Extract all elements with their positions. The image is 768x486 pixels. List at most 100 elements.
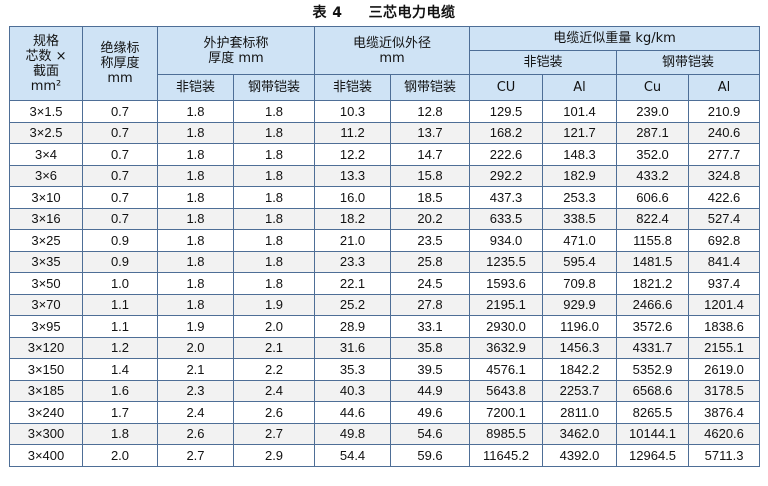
cell-weight-st-cu: 4331.7 — [616, 336, 690, 359]
cell-spec: 3×150 — [9, 358, 83, 381]
table-row: 3×300 1.8 2.6 2.7 49.8 54.6 8985.5 3462.0 10144.… — [9, 422, 761, 445]
cell-spec: 3×50 — [9, 272, 83, 295]
cell-od-unarmored: 18.2 — [314, 207, 392, 230]
cell-sheath-unarmored: 2.4 — [157, 401, 234, 424]
cell-sheath-steel-tape: 1.8 — [232, 100, 316, 123]
cell-od-unarmored: 35.3 — [314, 358, 392, 381]
table-row: 3×150 1.4 2.1 2.2 35.3 39.5 4576.1 1842.2 5352.9… — [9, 358, 761, 381]
cell-spec: 3×16 — [9, 207, 83, 230]
cell-sheath-unarmored: 1.8 — [157, 250, 234, 273]
cell-weight-st-al: 2619.0 — [688, 358, 761, 381]
cell-sheath-unarmored: 1.8 — [157, 207, 234, 230]
cell-weight-st-cu: 12964.5 — [616, 444, 690, 467]
cell-weight-st-cu: 2466.6 — [616, 293, 690, 316]
cell-od-unarmored: 16.0 — [314, 186, 392, 209]
header-weight-unarmored-al: Al — [542, 74, 618, 101]
header-od-line: 电缆近似外径 — [353, 35, 432, 51]
cell-sheath-unarmored: 1.8 — [157, 293, 234, 316]
cell-spec: 3×6 — [9, 164, 83, 187]
cell-od-steel-tape: 18.5 — [390, 186, 471, 209]
cell-weight-un-al: 595.4 — [542, 250, 618, 273]
cell-weight-un-cu: 2930.0 — [469, 315, 544, 338]
cell-weight-un-al: 471.0 — [542, 229, 618, 252]
header-insulation: 绝缘标 称厚度 mm — [82, 26, 158, 101]
cell-sheath-unarmored: 1.8 — [157, 100, 234, 123]
cell-weight-st-al: 692.8 — [688, 229, 761, 252]
cell-sheath-steel-tape: 1.8 — [232, 229, 316, 252]
cell-sheath-steel-tape: 2.7 — [232, 422, 316, 445]
cell-od-steel-tape: 49.6 — [390, 401, 471, 424]
header-insulation-line: mm — [107, 71, 133, 86]
cell-sheath-steel-tape: 2.4 — [232, 379, 316, 402]
table-row: 3×10 0.7 1.8 1.8 16.0 18.5 437.3 253.3 606.6 422.… — [9, 186, 761, 209]
cell-od-steel-tape: 24.5 — [390, 272, 471, 295]
cell-weight-un-al: 1842.2 — [542, 358, 618, 381]
cell-weight-st-cu: 287.1 — [616, 121, 690, 144]
cell-sheath-unarmored: 1.8 — [157, 272, 234, 295]
header-insulation-line: 称厚度 — [100, 56, 140, 71]
header-spec: 规格 芯数 × 截面 mm² — [9, 26, 83, 101]
cell-weight-st-al: 210.9 — [688, 100, 761, 123]
cell-weight-st-al: 1201.4 — [688, 293, 761, 316]
cell-weight-st-al: 240.6 — [688, 121, 761, 144]
header-od-steel-tape: 钢带铠装 — [390, 74, 471, 101]
cell-od-unarmored: 25.2 — [314, 293, 392, 316]
cell-od-steel-tape: 33.1 — [390, 315, 471, 338]
table-row: 3×120 1.2 2.0 2.1 31.6 35.8 3632.9 1456.3 4331.7… — [9, 336, 761, 359]
cell-weight-un-al: 4392.0 — [542, 444, 618, 467]
cell-weight-st-cu: 239.0 — [616, 100, 690, 123]
cell-weight-st-al: 324.8 — [688, 164, 761, 187]
cell-weight-st-al: 841.4 — [688, 250, 761, 273]
cell-spec: 3×1.5 — [9, 100, 83, 123]
header-od-line: mm — [379, 50, 405, 66]
cell-sheath-steel-tape: 2.9 — [232, 444, 316, 467]
cell-sheath-unarmored: 1.9 — [157, 315, 234, 338]
cell-weight-un-cu: 11645.2 — [469, 444, 544, 467]
cell-od-steel-tape: 35.8 — [390, 336, 471, 359]
cell-weight-un-cu: 8985.5 — [469, 422, 544, 445]
cell-weight-st-al: 422.6 — [688, 186, 761, 209]
header-spec-line: 规格 — [32, 33, 59, 49]
cell-insulation: 2.0 — [82, 444, 158, 467]
cell-weight-un-al: 1456.3 — [542, 336, 618, 359]
cell-od-steel-tape: 54.6 — [390, 422, 471, 445]
cell-spec: 3×400 — [9, 444, 83, 467]
cell-od-unarmored: 13.3 — [314, 164, 392, 187]
cell-od-steel-tape: 13.7 — [390, 121, 471, 144]
cell-weight-st-al: 5711.3 — [688, 444, 761, 467]
cell-od-unarmored: 49.8 — [314, 422, 392, 445]
header-weight-unarmored-cu: CU — [469, 74, 544, 101]
header-sheath: 外护套标称 厚度 mm — [156, 26, 316, 75]
cell-spec: 3×2.5 — [9, 121, 83, 144]
cell-od-steel-tape: 12.8 — [390, 100, 471, 123]
cell-weight-st-al: 1838.6 — [688, 315, 761, 338]
cell-insulation: 1.4 — [82, 358, 158, 381]
cell-weight-un-al: 182.9 — [542, 164, 618, 187]
cell-sheath-unarmored: 1.8 — [157, 164, 234, 187]
cell-od-unarmored: 28.9 — [314, 315, 392, 338]
cell-weight-st-cu: 10144.1 — [616, 422, 690, 445]
header-od-unarmored: 非铠装 — [314, 74, 392, 101]
cell-weight-un-al: 121.7 — [542, 121, 618, 144]
cell-spec: 3×70 — [9, 293, 83, 316]
cell-insulation: 1.8 — [82, 422, 158, 445]
cell-sheath-unarmored: 1.8 — [157, 143, 234, 166]
cell-insulation: 0.7 — [82, 143, 158, 166]
cell-weight-un-al: 3462.0 — [542, 422, 618, 445]
cell-od-steel-tape: 44.9 — [390, 379, 471, 402]
cell-weight-un-al: 929.9 — [542, 293, 618, 316]
cell-weight-un-cu: 5643.8 — [469, 379, 544, 402]
header-weight-steel-al: Al — [688, 74, 761, 101]
cell-weight-un-cu: 2195.1 — [469, 293, 544, 316]
cell-weight-un-al: 709.8 — [542, 272, 618, 295]
cell-od-steel-tape: 23.5 — [390, 229, 471, 252]
cell-sheath-steel-tape: 1.8 — [232, 143, 316, 166]
cell-weight-st-al: 527.4 — [688, 207, 761, 230]
header-spec-line: 截面 — [32, 63, 59, 79]
cell-weight-st-cu: 433.2 — [616, 164, 690, 187]
cell-sheath-steel-tape: 1.8 — [232, 121, 316, 144]
cell-weight-un-cu: 7200.1 — [469, 401, 544, 424]
cell-od-steel-tape: 59.6 — [390, 444, 471, 467]
table-row: 3×35 0.9 1.8 1.8 23.3 25.8 1235.5 595.4 1481.5 84… — [9, 250, 761, 273]
cell-sheath-steel-tape: 1.8 — [232, 250, 316, 273]
